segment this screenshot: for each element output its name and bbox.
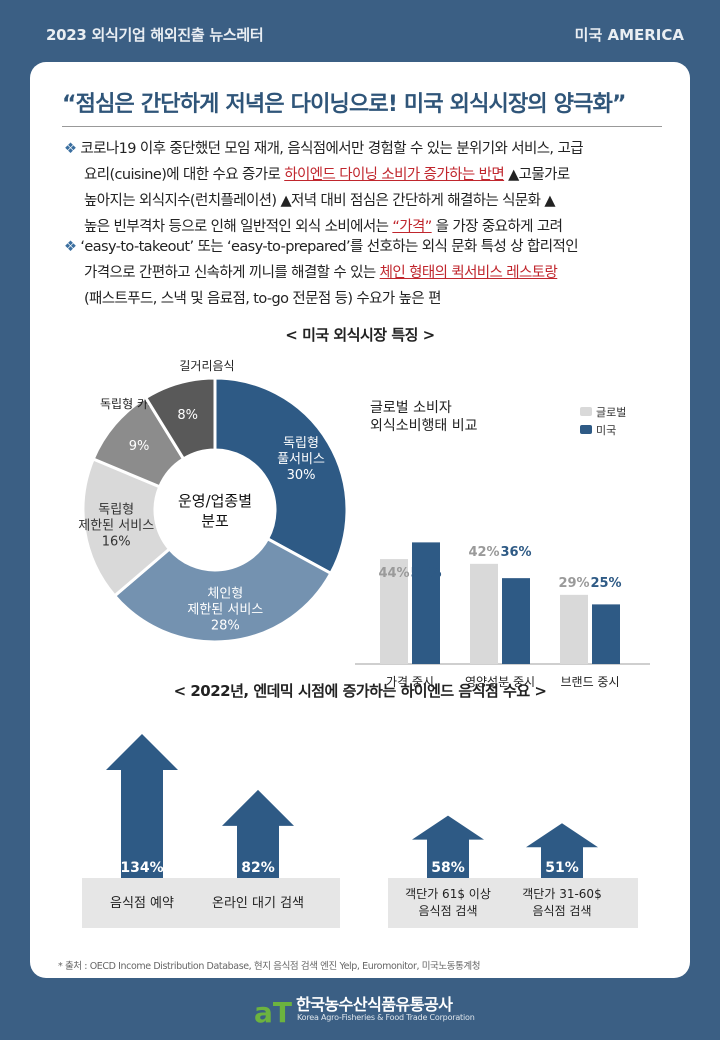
caption-panel-left bbox=[82, 878, 340, 928]
donut-slice-indep_full bbox=[213, 376, 349, 576]
bullet-1-highlight-2: “가격” bbox=[392, 219, 432, 235]
arrow-caption-2-over61: 음식점 검색 bbox=[418, 904, 477, 918]
bar-label-1-0: 42% bbox=[468, 545, 499, 560]
caption-panel-right bbox=[388, 878, 638, 928]
donut-slice-street bbox=[143, 376, 217, 461]
section-title-market: < 미국 외식시장 특징 > bbox=[285, 326, 435, 344]
bar-label-0-1: 51% bbox=[410, 566, 441, 581]
donut-label-chain_limited: 제한된 서비스 bbox=[187, 602, 263, 617]
arrow-over61 bbox=[412, 815, 484, 878]
newsletter-title: 2023 외식기업 해외진출 뉴스레터 bbox=[46, 26, 264, 44]
bar-2-1 bbox=[592, 604, 620, 664]
donut-label-indep_cafe: 독립형 카페 bbox=[100, 397, 159, 411]
arrow-value-over61: 58% bbox=[431, 860, 465, 876]
arrow-caption-over61: 객단가 61$ 이상 bbox=[405, 887, 491, 901]
bullet-2: ❖ ‘easy-to-takeout’ 또는 ‘easy-to-prepared’… bbox=[64, 234, 674, 312]
donut-label-chain_limited: 체인형 bbox=[207, 586, 243, 601]
bullet-mark: ❖ bbox=[64, 141, 77, 157]
bar-label-1-1: 36% bbox=[500, 545, 531, 560]
legend-swatch-1 bbox=[580, 425, 592, 434]
donut-label-indep_limited: 제한된 서비스 bbox=[78, 518, 154, 533]
legend-label-1: 미국 bbox=[596, 424, 616, 437]
donut-label-indep_limited: 독립형 bbox=[98, 502, 134, 517]
bullet-1: ❖ 코로나19 이후 중단했던 모임 재개, 음식점에서만 경험할 수 있는 분위… bbox=[64, 136, 674, 240]
bullet-2-line-3: (패스트푸드, 스낵 및 음료점, to-go 전문점 등) 수요가 높은 편 bbox=[84, 291, 441, 307]
bullet-2-line-2: 가격으로 간편하고 신속하게 끼니를 해결할 수 있는 bbox=[84, 265, 380, 281]
arrow-caption-waitlist: 온라인 대기 검색 bbox=[212, 896, 304, 911]
bar-1-1 bbox=[502, 578, 530, 664]
bullet-1-line-2b: ▲고물가로 bbox=[504, 167, 570, 183]
content-card: “점심은 간단하게 저녁은 다이닝으로! 미국 외식시장의 양극화” ❖ 코로나1… bbox=[30, 62, 690, 978]
donut-value-street: 8% bbox=[177, 408, 198, 423]
bullet-1-line-4: 높은 빈부격차 등으로 인해 일반적인 외식 소비에서는 bbox=[84, 219, 393, 235]
org-name-korean: 한국농수산식품유통공사 bbox=[296, 995, 453, 1014]
bullet-1-line-2: 요리(cuisine)에 대한 수요 증가로 bbox=[84, 167, 285, 183]
donut-label-indep_full: 독립형 bbox=[283, 436, 319, 451]
arrow-reservation bbox=[106, 734, 178, 878]
category-label-1: 영양성분 중시 bbox=[465, 675, 535, 689]
arrow-waitlist bbox=[222, 789, 294, 878]
headline-divider bbox=[62, 126, 662, 127]
bar-0-1 bbox=[412, 542, 440, 664]
bullet-1-line-3: 높아지는 외식지수(런치플레이션) ▲저녁 대비 점심은 간단하게 해결하는 식… bbox=[84, 193, 556, 209]
bullet-1-highlight-1: 하이엔드 다이닝 소비가 증가하는 반면 bbox=[284, 167, 505, 183]
arrow-31to60 bbox=[526, 823, 598, 878]
legend-label-0: 글로벌 bbox=[596, 406, 626, 419]
donut-center-title: 운영/업종별 bbox=[178, 492, 252, 510]
bar-0-0 bbox=[380, 559, 408, 664]
donut-value-chain_limited: 28% bbox=[211, 618, 240, 633]
bar-label-0-0: 44% bbox=[378, 566, 409, 581]
bar-label-2-1: 25% bbox=[590, 576, 621, 591]
section-title-highend: < 2022년, 엔데믹 시점에 증가하는 하이엔드 음식점 수요 > bbox=[173, 682, 547, 700]
arrow-value-waitlist: 82% bbox=[241, 860, 275, 876]
bullet-mark: ❖ bbox=[64, 239, 77, 255]
bar-chart-title-line-1: 글로벌 소비자 bbox=[370, 400, 452, 416]
bar-label-2-0: 29% bbox=[558, 576, 589, 591]
bar-2-0 bbox=[560, 594, 588, 664]
bullet-2-line-1: ‘easy-to-takeout’ 또는 ‘easy-to-prepared’를… bbox=[80, 239, 578, 255]
headline: “점심은 간단하게 저녁은 다이닝으로! 미국 외식시장의 양극화” bbox=[62, 92, 627, 117]
source-note: * 출처 : OECD Income Distribution Database… bbox=[58, 961, 481, 972]
arrow-value-31to60: 51% bbox=[545, 860, 579, 876]
org-name-english: Korea Agro-Fisheries & Food Trade Corpor… bbox=[297, 1013, 475, 1022]
donut-center-subtitle: 분포 bbox=[201, 512, 229, 530]
donut-slice-indep_limited bbox=[81, 456, 172, 598]
bullet-1-line-1: 코로나19 이후 중단했던 모임 재개, 음식점에서만 경험할 수 있는 분위기… bbox=[80, 141, 583, 157]
legend-swatch-0 bbox=[580, 407, 592, 416]
arrow-caption-31to60: 객단가 31-60$ bbox=[522, 887, 601, 901]
country-tag: 미국 AMERICA bbox=[574, 26, 684, 44]
donut-value-indep_cafe: 9% bbox=[129, 439, 150, 454]
category-label-0: 가격 중시 bbox=[386, 675, 434, 689]
bullet-1-line-4b: 을 가장 중요하게 고려 bbox=[431, 219, 563, 235]
bar-chart-title-line-2: 외식소비행태 비교 bbox=[370, 418, 478, 434]
donut-slice-chain_limited bbox=[112, 536, 333, 644]
arrow-caption-2-31to60: 음식점 검색 bbox=[532, 904, 591, 918]
arrow-value-reservation: 134% bbox=[120, 860, 163, 876]
donut-label-indep_full: 풀서비스 bbox=[277, 452, 325, 467]
bullet-2-highlight: 체인 형태의 퀵서비스 레스토랑 bbox=[379, 265, 558, 281]
donut-value-indep_limited: 16% bbox=[102, 534, 131, 549]
donut-value-indep_full: 30% bbox=[287, 468, 316, 483]
logo-mark-text: aT bbox=[254, 996, 292, 1029]
donut-label-street: 길거리음식 bbox=[179, 359, 234, 373]
at-logo-icon: aT bbox=[254, 996, 292, 1029]
arrow-caption-reservation: 음식점 예약 bbox=[110, 896, 174, 911]
bar-1-0 bbox=[470, 563, 498, 664]
category-label-2: 브랜드 중시 bbox=[560, 675, 619, 689]
